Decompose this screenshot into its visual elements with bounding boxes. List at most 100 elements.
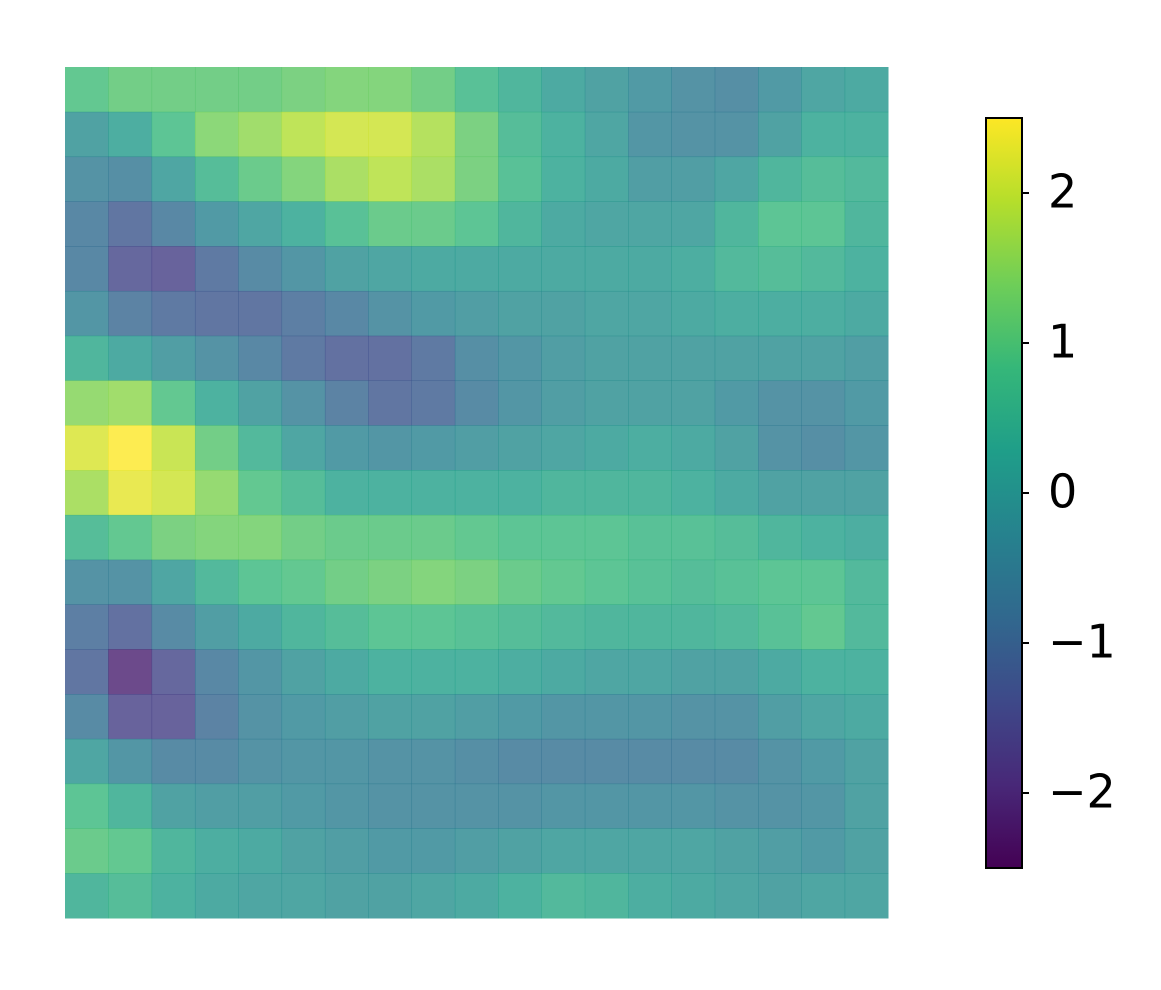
heatmap-cell	[368, 335, 413, 382]
heatmap-cell	[238, 111, 283, 158]
heatmap-cell	[65, 604, 109, 650]
heatmap-cell	[324, 738, 369, 785]
heatmap-cell	[194, 514, 239, 561]
heatmap-cell	[628, 828, 672, 874]
heatmap-cell	[758, 514, 802, 561]
heatmap-cell	[584, 828, 629, 874]
heatmap-cell	[151, 604, 196, 650]
heatmap-cell	[238, 470, 283, 516]
heatmap-cell	[541, 246, 586, 292]
heatmap-cell	[498, 470, 542, 516]
heatmap-cell	[281, 604, 326, 650]
heatmap-cell	[801, 738, 846, 785]
heatmap-cell	[238, 246, 283, 292]
heatmap-cell	[151, 738, 196, 785]
heatmap-cell	[238, 694, 283, 740]
heatmap-cell	[498, 111, 542, 158]
heatmap-cell	[151, 873, 196, 919]
heatmap-cell	[671, 425, 716, 471]
heatmap-cell	[498, 380, 542, 426]
heatmap-cell	[108, 559, 153, 605]
heatmap-cell	[65, 67, 109, 113]
heatmap-cell	[758, 380, 802, 426]
heatmap-cell	[368, 290, 413, 337]
heatmap-cell	[411, 201, 456, 247]
heatmap-cell	[368, 425, 413, 471]
heatmap-cell	[194, 559, 239, 605]
heatmap-cell	[151, 694, 196, 740]
heatmap-cell	[758, 694, 802, 740]
heatmap-cell	[194, 201, 239, 247]
heatmap-cell	[758, 738, 802, 785]
heatmap-cell	[801, 649, 846, 695]
heatmap-cell	[65, 873, 109, 919]
heatmap-cell	[671, 694, 716, 740]
heatmap-cell	[238, 335, 283, 382]
heatmap-cell	[281, 111, 326, 158]
heatmap-cell	[498, 873, 542, 919]
heatmap-cell	[108, 470, 153, 516]
heatmap-cell	[324, 290, 369, 337]
heatmap-cell	[758, 246, 802, 292]
heatmap-cell	[498, 604, 542, 650]
heatmap-cell	[108, 67, 153, 113]
heatmap-cell	[151, 559, 196, 605]
heatmap-cell	[194, 783, 239, 829]
heatmap-cell	[541, 828, 586, 874]
heatmap-cell	[758, 470, 802, 516]
heatmap-cell	[844, 335, 889, 382]
heatmap-cell	[324, 873, 369, 919]
heatmap-cell	[541, 111, 586, 158]
heatmap-cell	[108, 873, 153, 919]
heatmap-cell	[238, 559, 283, 605]
heatmap-cell	[281, 380, 326, 426]
heatmap-cell	[368, 828, 413, 874]
heatmap-cell	[194, 873, 239, 919]
heatmap-cell	[324, 514, 369, 561]
heatmap-cell	[454, 783, 499, 829]
heatmap-cell	[628, 335, 672, 382]
heatmap-cell	[65, 380, 109, 426]
heatmap-cell	[628, 604, 672, 650]
heatmap-cell	[281, 738, 326, 785]
heatmap-cell	[714, 111, 759, 158]
colorbar-tick-label: 2	[1048, 165, 1077, 219]
heatmap-cell	[714, 559, 759, 605]
heatmap-cell	[801, 425, 846, 471]
heatmap-cell	[108, 111, 153, 158]
heatmap-cell	[454, 201, 499, 247]
heatmap-cell	[108, 335, 153, 382]
heatmap-cell	[454, 604, 499, 650]
heatmap-cell	[281, 470, 326, 516]
heatmap-cell	[454, 335, 499, 382]
heatmap-cell	[411, 828, 456, 874]
heatmap-cell	[498, 67, 542, 113]
heatmap-cell	[541, 156, 586, 202]
heatmap-cell	[801, 783, 846, 829]
heatmap-cell	[844, 649, 889, 695]
heatmap-cell	[324, 649, 369, 695]
heatmap-cell	[584, 649, 629, 695]
heatmap-cell	[324, 783, 369, 829]
heatmap-cell	[151, 156, 196, 202]
heatmap-cell	[238, 380, 283, 426]
heatmap-cell	[65, 290, 109, 337]
heatmap-cell	[714, 828, 759, 874]
heatmap-cell	[628, 738, 672, 785]
heatmap-cell	[498, 201, 542, 247]
heatmap-cell	[758, 156, 802, 202]
heatmap-cell	[454, 514, 499, 561]
heatmap-cell	[714, 873, 759, 919]
heatmap-cell	[844, 156, 889, 202]
heatmap-cell	[151, 649, 196, 695]
heatmap-cell	[714, 156, 759, 202]
heatmap-cell	[281, 290, 326, 337]
heatmap-cell	[324, 201, 369, 247]
heatmap-cell	[281, 828, 326, 874]
heatmap-cell	[541, 694, 586, 740]
heatmap-cell	[194, 335, 239, 382]
heatmap-cell	[844, 828, 889, 874]
heatmap-cell	[368, 604, 413, 650]
heatmap-cell	[844, 559, 889, 605]
heatmap-cell	[238, 67, 283, 113]
